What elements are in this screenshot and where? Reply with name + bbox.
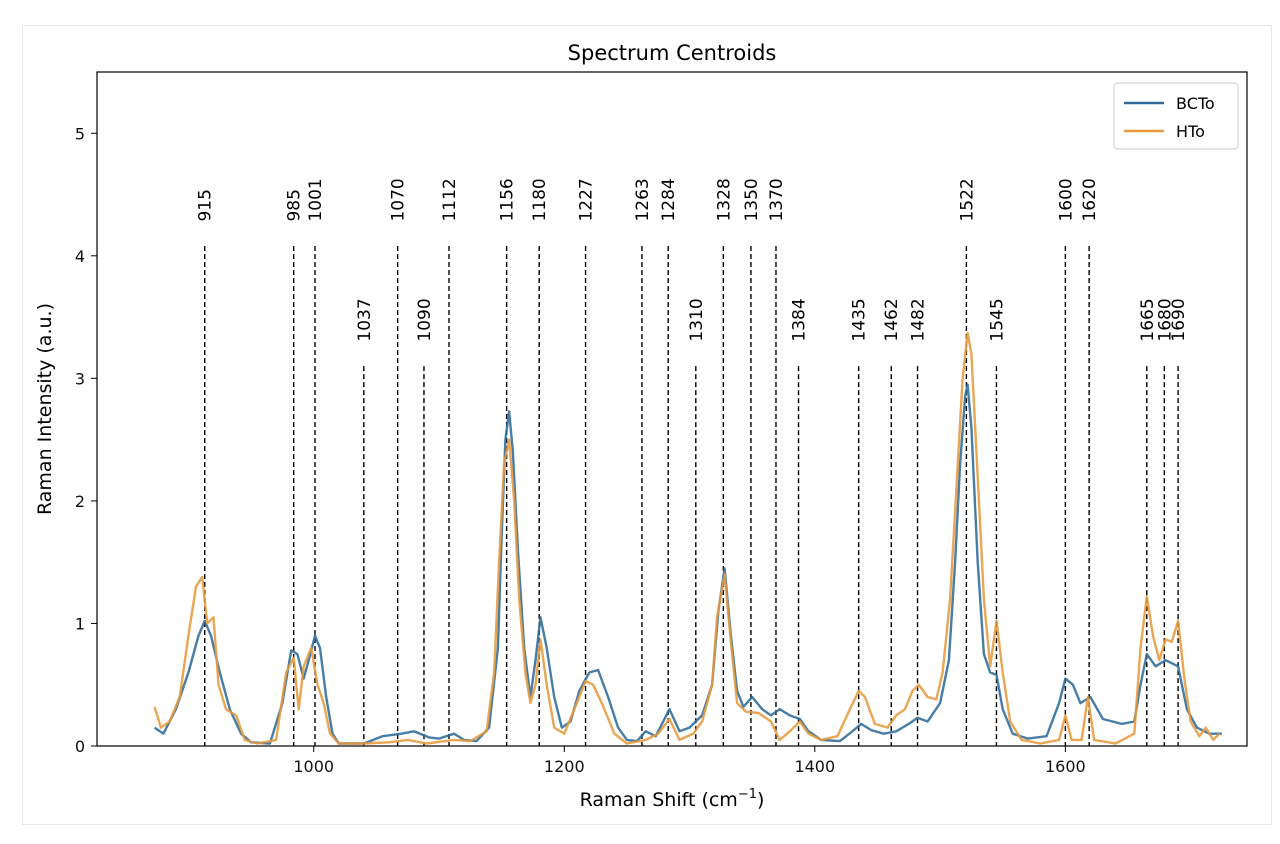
peak-label-1263: 1263 bbox=[633, 178, 653, 221]
chart-title: Spectrum Centroids bbox=[568, 41, 777, 65]
peak-label-1600: 1600 bbox=[1056, 178, 1076, 221]
x-tick-label-1600: 1600 bbox=[1045, 757, 1086, 776]
peak-label-1090: 1090 bbox=[415, 298, 435, 341]
y-axis-ticks: 0 1 2 3 4 5 bbox=[75, 124, 97, 756]
peak-label-1370: 1370 bbox=[767, 178, 787, 221]
peak-label-1462: 1462 bbox=[882, 298, 902, 341]
peak-label-1522: 1522 bbox=[957, 178, 977, 221]
y-tick-label-5: 5 bbox=[75, 124, 85, 143]
y-tick-label-2: 2 bbox=[75, 492, 85, 511]
peak-label-1310: 1310 bbox=[687, 298, 707, 341]
y-tick-label-0: 0 bbox=[75, 737, 85, 756]
peak-label-1620: 1620 bbox=[1080, 178, 1100, 221]
legend-label-HTo: HTo bbox=[1176, 122, 1205, 141]
peak-label-1545: 1545 bbox=[987, 298, 1007, 341]
legend-box bbox=[1113, 82, 1239, 150]
peak-label-1690: 1690 bbox=[1169, 298, 1189, 341]
peak-label-1112: 1112 bbox=[440, 178, 460, 221]
peak-label-985: 985 bbox=[285, 189, 305, 221]
peak-label-1180: 1180 bbox=[530, 178, 550, 221]
y-tick-label-1: 1 bbox=[75, 614, 85, 633]
y-tick-label-4: 4 bbox=[75, 247, 85, 266]
peak-label-1350: 1350 bbox=[742, 178, 762, 221]
peak-label-1001: 1001 bbox=[306, 178, 326, 221]
peak-label-1384: 1384 bbox=[790, 298, 810, 341]
legend: BCTo HTo bbox=[1113, 82, 1239, 150]
x-axis-label: Raman Shift (cm−1) bbox=[580, 787, 765, 811]
peak-label-1156: 1156 bbox=[498, 178, 518, 221]
y-tick-label-3: 3 bbox=[75, 369, 85, 388]
x-axis-ticks: 1000 1200 1400 1600 bbox=[293, 746, 1086, 776]
legend-label-BCTo: BCTo bbox=[1176, 94, 1215, 113]
peak-label-1665: 1665 bbox=[1138, 298, 1158, 341]
series-lines bbox=[153, 331, 1222, 745]
figure-frame: 915 985 1001 1037 1070 1090 1112 1156 1180 1227 12… bbox=[22, 25, 1272, 825]
x-tick-label-1000: 1000 bbox=[293, 757, 334, 776]
x-tick-label-1200: 1200 bbox=[544, 757, 585, 776]
peak-label-1070: 1070 bbox=[389, 178, 409, 221]
peak-label-1482: 1482 bbox=[909, 298, 929, 341]
series-line-BCTo bbox=[153, 383, 1222, 745]
plot-area bbox=[96, 71, 1248, 747]
y-axis-label: Raman Intensity (a.u.) bbox=[34, 303, 56, 515]
peak-label-1680: 1680 bbox=[1155, 298, 1175, 341]
series-line-HTo bbox=[153, 331, 1221, 745]
peak-label-1037: 1037 bbox=[355, 298, 375, 341]
peak-markers: 915 985 1001 1037 1070 1090 1112 1156 1180 1227 12… bbox=[196, 178, 1189, 746]
peak-label-1284: 1284 bbox=[659, 178, 679, 221]
peak-label-915: 915 bbox=[196, 189, 216, 221]
peak-label-1328: 1328 bbox=[714, 178, 734, 221]
x-tick-label-1400: 1400 bbox=[794, 757, 835, 776]
peak-label-1435: 1435 bbox=[850, 298, 870, 341]
peak-label-1227: 1227 bbox=[577, 178, 597, 221]
